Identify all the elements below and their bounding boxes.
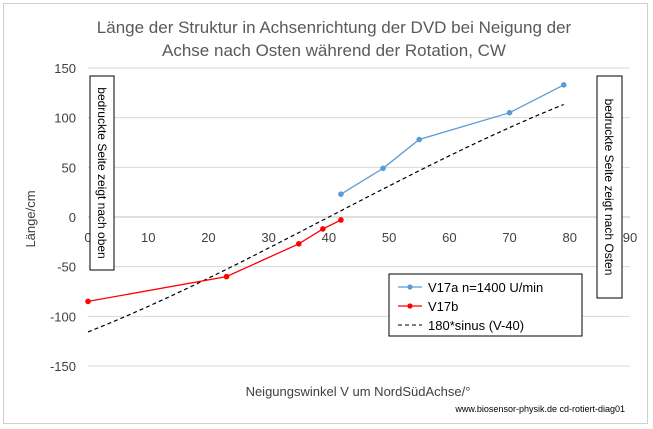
right-annotation-box: bedruckte Seite zeigt nach Osten	[596, 75, 623, 299]
y-tick--100: -100	[50, 309, 76, 324]
x-tick-20: 20	[201, 230, 215, 245]
plot-area	[85, 82, 567, 333]
series-v17a-point-2	[416, 136, 423, 143]
x-tick-30: 30	[261, 230, 275, 245]
series-v17b-point-1	[223, 273, 230, 280]
x-tick-60: 60	[442, 230, 456, 245]
y-tick--50: -50	[57, 260, 76, 275]
x-tick-70: 70	[502, 230, 516, 245]
x-tick-80: 80	[563, 230, 577, 245]
x-axis-label: Neigungswinkel V um NordSüdAchse/°	[246, 384, 471, 399]
series-v17a-point-4	[560, 82, 567, 88]
y-tick-0: 0	[69, 210, 76, 225]
series-sinus-line	[87, 103, 565, 333]
legend: V17a n=1400 U/min V17b 180*sinus (V-40)	[388, 273, 583, 337]
x-tick-50: 50	[382, 230, 396, 245]
series-v17a-point-0	[338, 191, 344, 197]
legend-label-v17a: V17a n=1400 U/min	[428, 280, 543, 295]
chart-title-line-2: Achse nach Osten während der Rotation, C…	[162, 41, 506, 60]
y-tick-100: 100	[54, 111, 76, 126]
legend-marker-v17b	[407, 303, 413, 309]
x-tick-0: 0	[84, 230, 91, 245]
chart-canvas: Länge der Struktur in Achsenrichtung der…	[23, 18, 637, 414]
footer-source: www.biosensor-physik.de cd-rotiert-diag0…	[454, 404, 625, 414]
x-tick-90: 90	[623, 230, 637, 245]
series-v17a-line	[340, 84, 565, 195]
gridlines	[88, 67, 630, 367]
y-tick-150: 150	[54, 61, 76, 76]
chart-title-line-1: Länge der Struktur in Achsenrichtung der…	[97, 18, 572, 37]
legend-box	[388, 273, 583, 337]
series-v17b-point-0	[85, 298, 91, 305]
x-tick-10: 10	[141, 230, 155, 245]
series-v17b-point-3	[320, 226, 326, 232]
legend-label-v17b: V17b	[428, 299, 458, 314]
x-tick-40: 40	[322, 230, 336, 245]
series-v17a-point-1	[380, 165, 386, 172]
right-annotation-text: bedruckte Seite zeigt nach Osten	[602, 99, 616, 276]
chart-frame: Länge der Struktur in Achsenrichtung der…	[3, 3, 648, 424]
y-tick-50: 50	[62, 160, 76, 175]
x-tick-labels: 0 10 20 30 40 50 60 70 80 90	[84, 230, 637, 245]
legend-label-sinus: 180*sinus (V-40)	[428, 318, 524, 333]
series-v17b-point-4	[338, 217, 344, 223]
series-v17a-point-3	[506, 109, 513, 116]
y-axis-label: Länge/cm	[23, 190, 38, 247]
left-annotation-text: bedruckte Seite zeigt nach oben	[95, 87, 109, 258]
y-tick--150: -150	[50, 359, 76, 374]
series-v17b-point-2	[295, 241, 302, 247]
left-annotation-box: bedruckte Seite zeigt nach oben	[89, 75, 115, 271]
legend-marker-v17a	[407, 284, 413, 290]
y-tick-labels: -150 -100 -50 0 50 100 150	[50, 61, 76, 374]
